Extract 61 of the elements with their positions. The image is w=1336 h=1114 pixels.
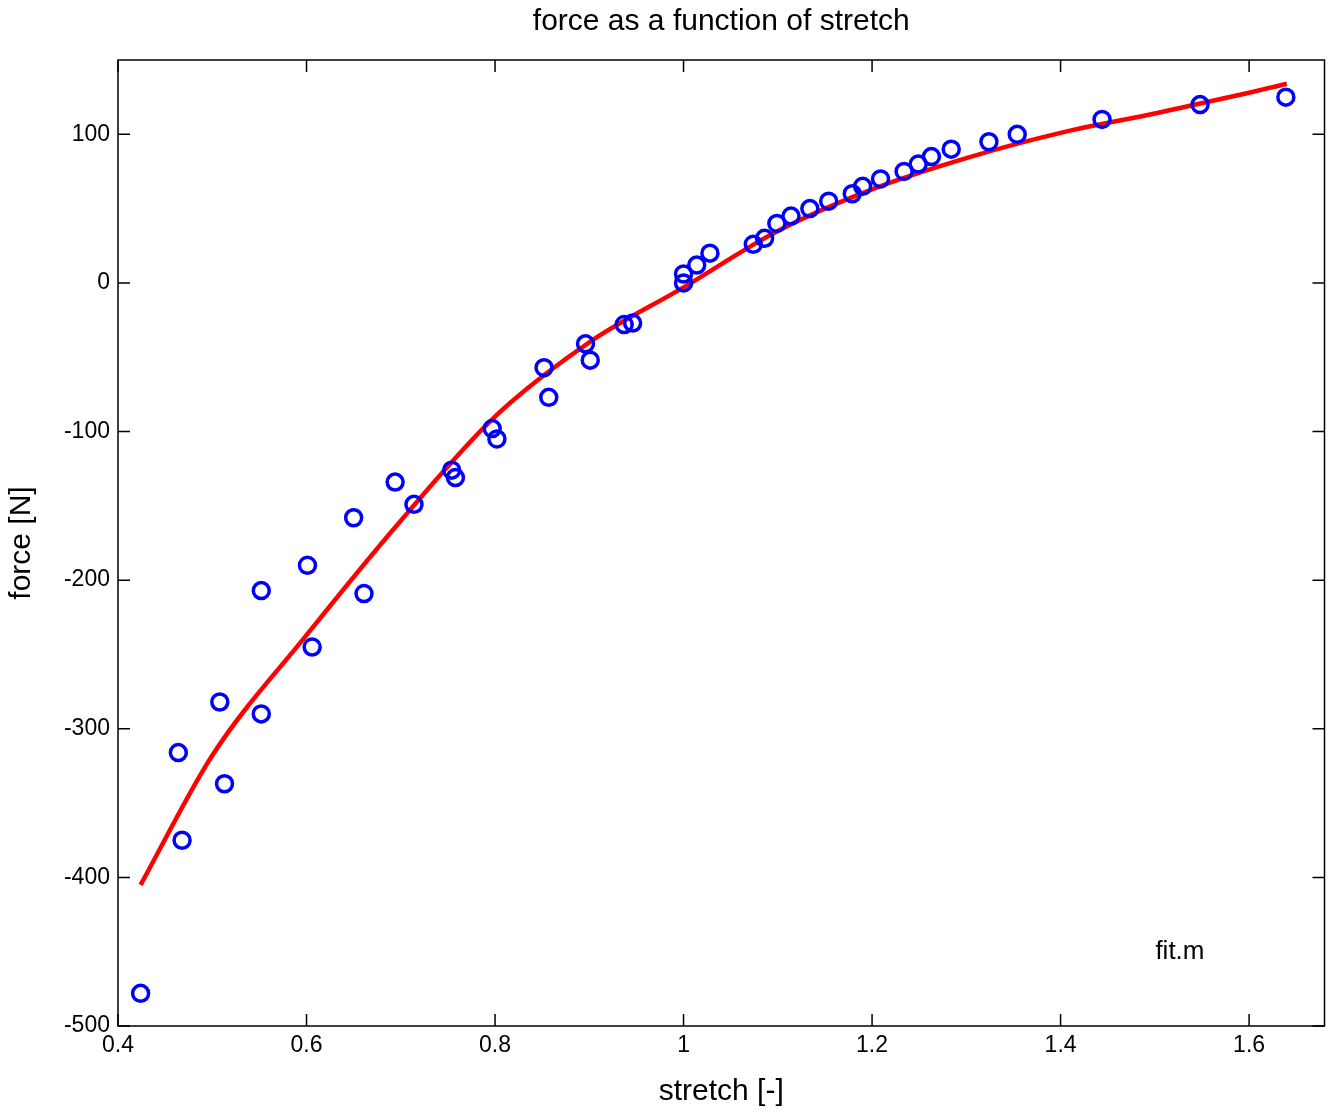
point [894, 161, 914, 182]
point [673, 264, 694, 284]
x-tick-label: 1.4 [1044, 1031, 1077, 1058]
point [251, 580, 272, 601]
point [614, 314, 634, 335]
point [1007, 124, 1027, 145]
y-tick-label: 0 [97, 268, 110, 295]
point [210, 692, 230, 712]
point [767, 213, 787, 234]
point [842, 184, 863, 204]
y-tick-label: -200 [63, 565, 110, 592]
x-axis-title: stretch [-] [658, 1073, 784, 1107]
point [130, 983, 151, 1004]
point [754, 228, 775, 249]
y-axis-title: force [N] [3, 486, 37, 600]
point [404, 494, 424, 515]
point [673, 273, 694, 293]
point [539, 387, 559, 408]
chart-title: force as a function of stretch [532, 3, 910, 37]
point [354, 583, 374, 604]
point [482, 418, 502, 439]
point [700, 243, 720, 263]
x-tick-label: 1.2 [856, 1031, 889, 1058]
point [941, 139, 961, 159]
y-tick-label: 100 [71, 119, 110, 146]
point [172, 830, 192, 850]
x-tick-label: 0.8 [479, 1031, 512, 1058]
x-tick-label: 0.6 [290, 1031, 323, 1058]
point [852, 176, 873, 197]
point [534, 357, 554, 378]
point [251, 704, 272, 724]
point [441, 460, 462, 480]
x-tick-label: 1 [677, 1031, 690, 1058]
point [168, 742, 189, 763]
point [1092, 109, 1112, 130]
point [1276, 87, 1296, 107]
point [575, 334, 596, 354]
point [302, 637, 322, 657]
point [686, 255, 707, 275]
point [979, 131, 999, 152]
point [743, 234, 764, 255]
point [622, 313, 643, 333]
point [487, 429, 507, 449]
point [1190, 94, 1210, 115]
point [908, 154, 928, 174]
y-tick-label: -100 [63, 416, 110, 443]
x-tick-label: 1.6 [1233, 1031, 1266, 1058]
point [445, 467, 466, 488]
point [580, 350, 600, 370]
y-tick-label: -300 [63, 714, 110, 741]
point [800, 198, 820, 219]
point [818, 191, 839, 211]
point [214, 774, 235, 794]
y-tick-label: -400 [63, 862, 110, 889]
point [297, 555, 318, 576]
annotation: fit.m [1155, 935, 1205, 966]
point [870, 169, 891, 189]
point [781, 206, 801, 226]
point [343, 507, 364, 528]
point [921, 146, 942, 167]
point [385, 472, 405, 492]
